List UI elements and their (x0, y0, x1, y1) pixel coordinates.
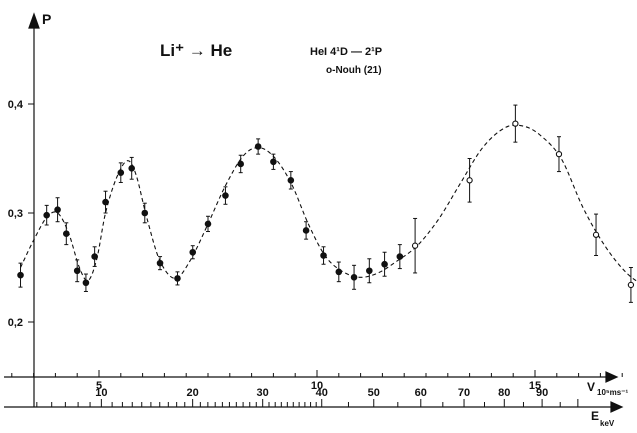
filled-data-point (320, 252, 327, 259)
energy-tick-label: 10 (95, 387, 107, 399)
filled-data-point (189, 248, 197, 256)
filled-data-point (302, 227, 310, 234)
filled-data-point (128, 165, 135, 172)
y-axis-label: P (42, 11, 51, 27)
filled-data-point (204, 220, 212, 228)
open-data-point (512, 120, 519, 127)
energy-axis-unit: keV (600, 419, 615, 428)
data-points (17, 104, 635, 303)
legend-open-label: o-Nouh (21) (326, 65, 382, 76)
velocity-tick-label: 10 (311, 380, 323, 392)
energy-tick-label: 40 (316, 387, 328, 399)
open-data-point (411, 242, 419, 249)
velocity-tick-label: 5 (96, 380, 102, 392)
energy-tick-label: 20 (187, 387, 199, 399)
energy-axis-label: E (591, 409, 599, 423)
y-tick-label: 0,2 (8, 317, 23, 329)
filled-data-point (174, 275, 181, 282)
filled-data-point (270, 158, 277, 166)
filled-data-point (91, 253, 98, 260)
filled-data-point (82, 279, 90, 287)
energy-tick-label: 30 (257, 387, 269, 399)
legend-line: HeI 4¹D — 2¹P (310, 46, 382, 58)
energy-ticks: 10 20 30 40 50 60 70 80 90 (36, 387, 579, 407)
velocity-tick-label: 15 (529, 380, 541, 392)
filled-data-point (350, 274, 358, 281)
filled-data-point (117, 169, 125, 176)
filled-data-point (43, 211, 50, 219)
axes (4, 12, 624, 413)
energy-tick-label: 80 (498, 387, 510, 399)
velocity-axis-label: V (587, 380, 595, 394)
filled-data-point (156, 259, 164, 267)
filled-data-point (254, 143, 262, 150)
y-axis-arrow (28, 12, 40, 29)
filled-data-point (54, 206, 61, 214)
velocity-axis-arrow (605, 371, 619, 383)
energy-axis-arrow (610, 401, 624, 413)
energy-tick-label: 50 (368, 387, 380, 399)
filled-data-point (366, 267, 373, 275)
filled-data-point (335, 268, 343, 276)
fit-curve (20, 124, 637, 282)
filled-data-point (237, 160, 244, 168)
y-ticks: 0,2 0,3 0,4 (8, 99, 34, 329)
filled-data-point (141, 209, 149, 217)
filled-data-point (222, 192, 229, 199)
velocity-axis-unit: 10⁵ms⁻¹ (597, 388, 628, 397)
filled-data-point (102, 198, 109, 206)
velocity-ticks: 5 10 15 (11, 370, 623, 392)
open-data-point (627, 281, 635, 289)
energy-tick-label: 70 (458, 387, 470, 399)
y-tick-label: 0,3 (8, 208, 23, 220)
filled-data-point (17, 271, 24, 279)
energy-tick-label: 90 (536, 387, 548, 399)
filled-data-point (63, 230, 70, 238)
open-data-point (555, 150, 563, 158)
filled-data-point (287, 177, 295, 184)
open-data-point (466, 177, 473, 184)
open-data-point (592, 231, 600, 238)
filled-data-point (381, 260, 388, 268)
y-tick-label: 0,4 (8, 99, 24, 111)
energy-tick-label: 60 (415, 387, 427, 399)
chart-title: Li⁺ → He (160, 41, 232, 60)
filled-data-point (73, 267, 81, 275)
filled-data-point (396, 253, 404, 260)
